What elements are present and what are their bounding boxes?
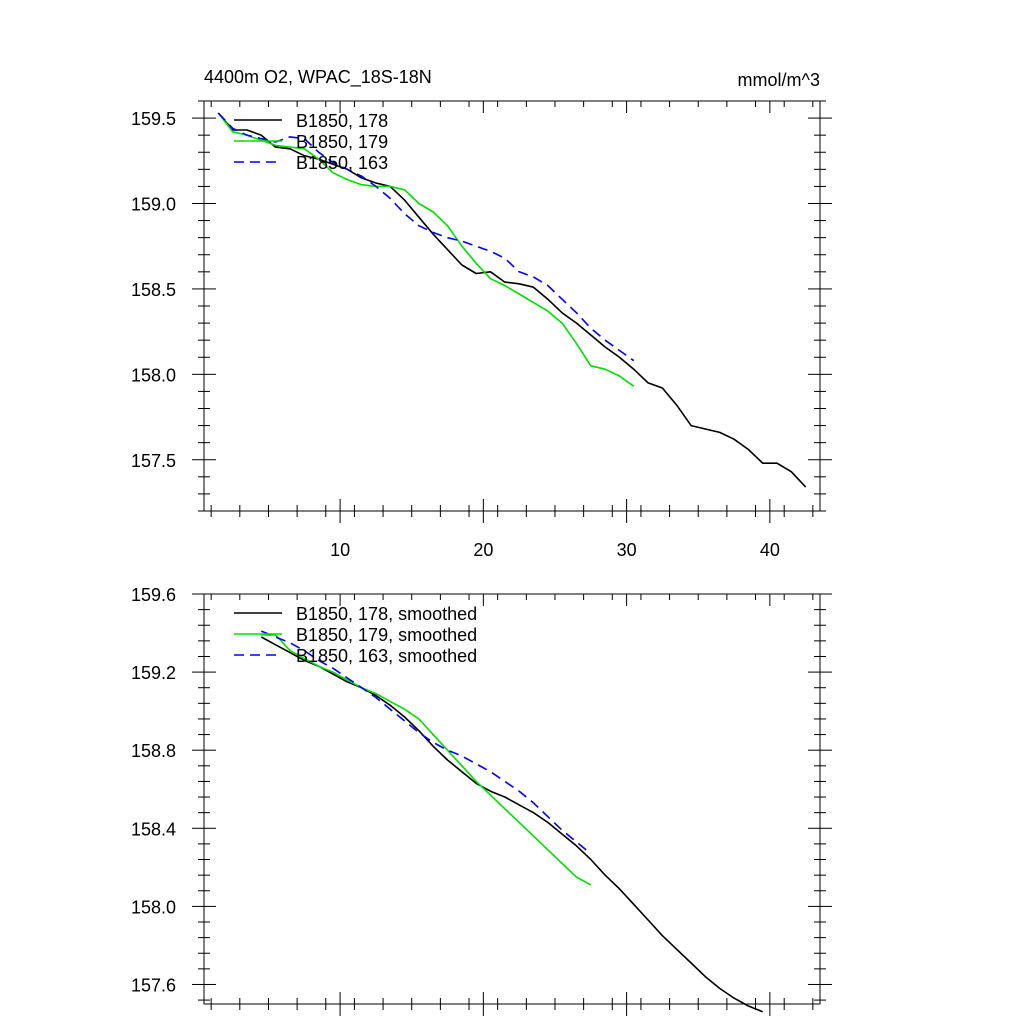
y-tick-label: 158.0 [131,897,176,917]
x-tick-label: 30 [617,540,637,560]
legend-label: B1850, 178 [296,111,388,131]
y-tick-label: 158.8 [131,741,176,761]
y-tick-label: 158.5 [131,280,176,300]
x-tick-label: 10 [330,540,350,560]
legend-label: B1850, 163, smoothed [296,646,477,666]
x-tick-label: 20 [473,540,493,560]
series-line [260,630,592,855]
y-tick-label: 158.0 [131,365,176,385]
y-tick-label: 159.6 [131,585,176,605]
y-tick-label: 159.2 [131,663,176,683]
legend-label: B1850, 179, smoothed [296,625,477,645]
y-tick-label: 159.0 [131,195,176,215]
series-line [260,636,764,1013]
chart-title: 4400m O2, WPAC_18S-18N [204,67,432,88]
y-tick-label: 157.5 [131,451,176,471]
legend-label: B1850, 163 [296,153,388,173]
bottom-panel: 157.6 158.0 158.4 158.8 159.2 159.6 B1850, 178… [131,585,832,1016]
y-tick-label: 159.5 [131,109,176,129]
legend-label: B1850, 178, smoothed [296,604,477,624]
legend-label: B1850, 179 [296,132,388,152]
units-label: mmol/m^3 [738,70,820,90]
series-line [261,634,592,886]
plot-frame [203,593,821,1005]
x-tick-label: 40 [760,540,780,560]
series-line [217,112,807,488]
series-line [217,112,635,362]
y-tick-label: 158.4 [131,819,176,839]
y-tick-label: 157.6 [131,975,176,995]
series-line [217,112,635,387]
top-panel: 10 20 30 40 157.5 158.0 158.5 159.0 159.5 B1850, … [131,100,832,560]
